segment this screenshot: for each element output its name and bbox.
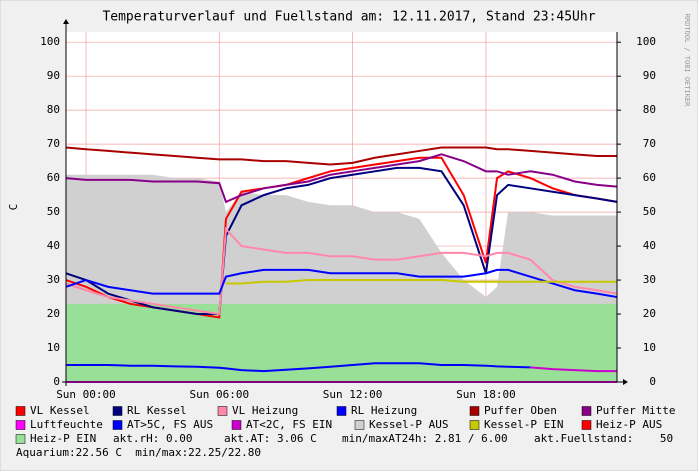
legend-label: VL Kessel <box>30 404 90 417</box>
legend-swatch <box>112 420 123 430</box>
y2-tick-label: 10 <box>643 341 656 354</box>
y2-tick-label: 70 <box>643 137 656 150</box>
y2-tick-label: 60 <box>643 171 656 184</box>
legend-label: RL Heizung <box>351 404 417 417</box>
legend-label: AT<2C, FS EIN <box>246 418 332 431</box>
legend-swatch <box>15 420 26 430</box>
y-tick-label: 60 <box>47 171 60 184</box>
chart-title: Temperaturverlauf und Fuellstand am: 12.… <box>102 10 595 25</box>
legend-swatch <box>15 434 26 444</box>
x-tick-label: Sun 18:00 <box>456 388 516 401</box>
legend-swatch <box>581 406 592 416</box>
y-tick-label: 0 <box>53 375 60 388</box>
line <box>530 366 617 373</box>
y2-tick-label: 80 <box>643 103 656 116</box>
y-tick-label: 80 <box>47 103 60 116</box>
x-tick-label: Sun 00:00 <box>56 388 116 401</box>
y-axis-label: C <box>7 204 20 211</box>
legend-label: VL Heizung <box>232 404 298 417</box>
y2-tick-label: 50 <box>643 205 656 218</box>
y2-tick-label: 40 <box>643 239 656 252</box>
legend-label: Puffer Oben <box>484 404 557 417</box>
line <box>65 153 618 204</box>
legend-label: AT>5C, FS AUS <box>127 418 213 431</box>
legend-swatch <box>217 406 228 416</box>
legend-swatch <box>469 406 480 416</box>
legend-label: Heiz-P EIN <box>30 432 96 445</box>
line <box>225 279 617 285</box>
line <box>66 362 531 373</box>
y-tick-label: 50 <box>47 205 60 218</box>
legend-swatch <box>15 406 26 416</box>
y2-tick-label: 20 <box>643 307 656 320</box>
legend-swatch <box>354 420 365 430</box>
note: akt.rH: 0.00 <box>113 432 192 445</box>
x-tick-label: Sun 12:00 <box>323 388 383 401</box>
y-axis-arrow <box>63 19 69 24</box>
legend-label: Luftfeuchte <box>30 418 103 431</box>
line <box>65 268 618 299</box>
y-tick-label: 100 <box>40 35 60 48</box>
y-tick-label: 10 <box>47 341 60 354</box>
line <box>65 226 618 316</box>
x-tick-label: Sun 06:00 <box>189 388 249 401</box>
legend-label: Heiz-P AUS <box>596 418 662 431</box>
watermark: RRDTOOL / TOBI OETIKER <box>683 14 691 108</box>
line <box>65 146 617 166</box>
legend-swatch <box>581 420 592 430</box>
y-tick-label: 30 <box>47 273 60 286</box>
legend-swatch <box>231 420 242 430</box>
legend-swatch <box>112 406 123 416</box>
note: akt.Fuellstand: 50 <box>534 432 673 445</box>
note: akt.AT: 3.06 C <box>224 432 317 445</box>
note: Aquarium:22.56 C min/max:22.25/22.80 <box>16 446 261 459</box>
legend-swatch <box>469 420 480 430</box>
x-axis-arrow <box>623 379 628 385</box>
legend-label: Kessel-P AUS <box>369 418 448 431</box>
y2-tick-label: 90 <box>643 69 656 82</box>
legend-label: RL Kessel <box>127 404 187 417</box>
y-tick-label: 40 <box>47 239 60 252</box>
y-tick-label: 70 <box>47 137 60 150</box>
note: min/maxAT24h: 2.81 / 6.00 <box>342 432 508 445</box>
y-tick-label: 20 <box>47 307 60 320</box>
legend-swatch <box>336 406 347 416</box>
legend-label: Puffer Mitte <box>596 404 675 417</box>
area <box>66 303 617 382</box>
y2-tick-label: 100 <box>636 35 656 48</box>
line <box>65 166 618 316</box>
y2-tick-label: 0 <box>649 375 656 388</box>
y-tick-label: 90 <box>47 69 60 82</box>
legend-label: Kessel-P EIN <box>484 418 563 431</box>
y2-tick-label: 30 <box>643 273 656 286</box>
